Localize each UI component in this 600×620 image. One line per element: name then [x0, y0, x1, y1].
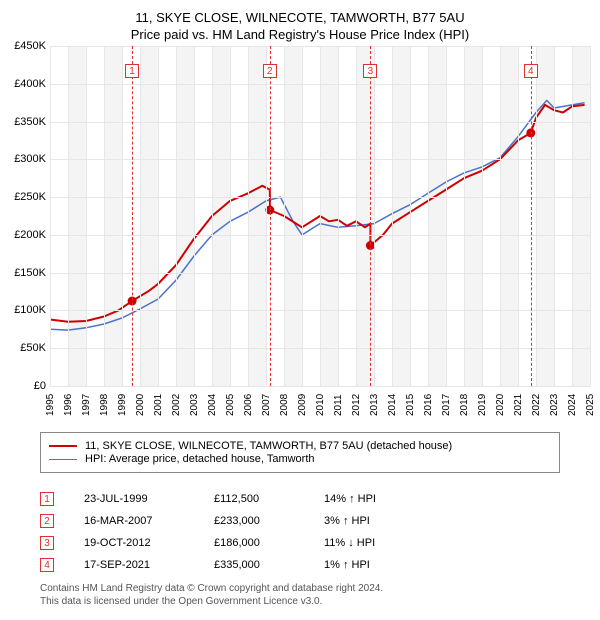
title-line-2: Price paid vs. HM Land Registry's House … — [0, 27, 600, 42]
x-tick-label: 1995 — [45, 394, 56, 416]
x-axis-labels: 1995199619971998199920002001200220032004… — [50, 388, 590, 428]
y-tick-label: £0 — [34, 380, 46, 392]
y-tick-label: £50K — [20, 342, 46, 354]
x-tick-label: 2010 — [315, 394, 326, 416]
x-tick-label: 2008 — [279, 394, 290, 416]
x-tick-label: 1996 — [63, 394, 74, 416]
sale-diff: 1% ↑ HPI — [324, 559, 444, 571]
sale-price: £335,000 — [214, 559, 324, 571]
sale-date: 19-OCT-2012 — [84, 537, 214, 549]
y-tick-label: £250K — [14, 191, 46, 203]
table-row: 3 19-OCT-2012£186,00011% ↓ HPI — [40, 532, 560, 554]
x-tick-label: 2021 — [513, 394, 524, 416]
y-tick-label: £300K — [14, 153, 46, 165]
sale-marker-label: 4 — [524, 64, 538, 78]
sale-number-box: 4 — [40, 558, 54, 572]
title-line-1: 11, SKYE CLOSE, WILNECOTE, TAMWORTH, B77… — [0, 10, 600, 25]
sale-price: £112,500 — [214, 493, 324, 505]
y-tick-label: £350K — [14, 116, 46, 128]
plot-area: 1 2 3 4 — [50, 46, 590, 386]
legend-item: HPI: Average price, detached house, Tamw… — [49, 453, 551, 465]
sale-marker-label: 1 — [125, 64, 139, 78]
x-tick-label: 2017 — [441, 394, 452, 416]
x-tick-label: 2015 — [405, 394, 416, 416]
sale-date: 16-MAR-2007 — [84, 515, 214, 527]
y-axis-labels: £0£50K£100K£150K£200K£250K£300K£350K£400… — [0, 46, 50, 386]
chart-container: 11, SKYE CLOSE, WILNECOTE, TAMWORTH, B77… — [0, 0, 600, 620]
sale-price: £233,000 — [214, 515, 324, 527]
sale-price: £186,000 — [214, 537, 324, 549]
sales-table: 1 23-JUL-1999£112,50014% ↑ HPI 2 16-MAR-200… — [40, 488, 560, 576]
series-price_paid — [50, 105, 585, 322]
legend-swatch-1 — [49, 445, 77, 447]
table-row: 4 17-SEP-2021£335,0001% ↑ HPI — [40, 554, 560, 576]
x-tick-label: 2009 — [297, 394, 308, 416]
x-tick-label: 2019 — [477, 394, 488, 416]
series-hpi — [50, 100, 585, 330]
y-tick-label: £150K — [14, 267, 46, 279]
legend-label: HPI: Average price, detached house, Tamw… — [85, 453, 315, 465]
x-tick-label: 2014 — [387, 394, 398, 416]
sale-date: 23-JUL-1999 — [84, 493, 214, 505]
x-tick-label: 2011 — [333, 394, 344, 416]
x-tick-label: 2005 — [225, 394, 236, 416]
x-tick-label: 2006 — [243, 394, 254, 416]
x-tick-label: 1997 — [81, 394, 92, 416]
x-tick-label: 1998 — [99, 394, 110, 416]
legend-label: 11, SKYE CLOSE, WILNECOTE, TAMWORTH, B77… — [85, 440, 452, 452]
y-tick-label: £450K — [14, 40, 46, 52]
x-tick-label: 2000 — [135, 394, 146, 416]
x-tick-label: 2003 — [189, 394, 200, 416]
legend-box: 11, SKYE CLOSE, WILNECOTE, TAMWORTH, B77… — [40, 432, 560, 473]
table-row: 1 23-JUL-1999£112,50014% ↑ HPI — [40, 488, 560, 510]
y-tick-label: £100K — [14, 304, 46, 316]
sale-diff: 14% ↑ HPI — [324, 493, 444, 505]
x-tick-label: 2025 — [585, 394, 596, 416]
legend-swatch-2 — [49, 459, 77, 460]
x-tick-label: 2007 — [261, 394, 272, 416]
x-tick-label: 2018 — [459, 394, 470, 416]
sale-diff: 11% ↓ HPI — [324, 537, 444, 549]
y-tick-label: £400K — [14, 78, 46, 90]
x-tick-label: 2002 — [171, 394, 182, 416]
x-tick-label: 2020 — [495, 394, 506, 416]
x-tick-label: 2016 — [423, 394, 434, 416]
chart-area: £0 £50K £100K £150K £200K £250K £300K £350K £400… — [0, 46, 600, 426]
footer-line-1: Contains HM Land Registry data © Crown c… — [40, 582, 560, 595]
footer-line-2: This data is licensed under the Open Gov… — [40, 595, 560, 608]
x-tick-label: 2022 — [531, 394, 542, 416]
table-row: 2 16-MAR-2007£233,0003% ↑ HPI — [40, 510, 560, 532]
sale-number-box: 1 — [40, 492, 54, 506]
x-tick-label: 2024 — [567, 394, 578, 416]
x-tick-label: 2012 — [351, 394, 362, 416]
sale-number-box: 2 — [40, 514, 54, 528]
x-tick-label: 1999 — [117, 394, 128, 416]
x-tick-label: 2001 — [153, 394, 164, 416]
sale-diff: 3% ↑ HPI — [324, 515, 444, 527]
sale-marker-label: 2 — [263, 64, 277, 78]
x-tick-label: 2013 — [369, 394, 380, 416]
x-tick-label: 2004 — [207, 394, 218, 416]
x-tick-label: 2023 — [549, 394, 560, 416]
legend-item: 11, SKYE CLOSE, WILNECOTE, TAMWORTH, B77… — [49, 440, 551, 452]
sale-marker-label: 3 — [363, 64, 377, 78]
footer-text: Contains HM Land Registry data © Crown c… — [40, 582, 560, 608]
y-tick-label: £200K — [14, 229, 46, 241]
sale-number-box: 3 — [40, 536, 54, 550]
sale-date: 17-SEP-2021 — [84, 559, 214, 571]
